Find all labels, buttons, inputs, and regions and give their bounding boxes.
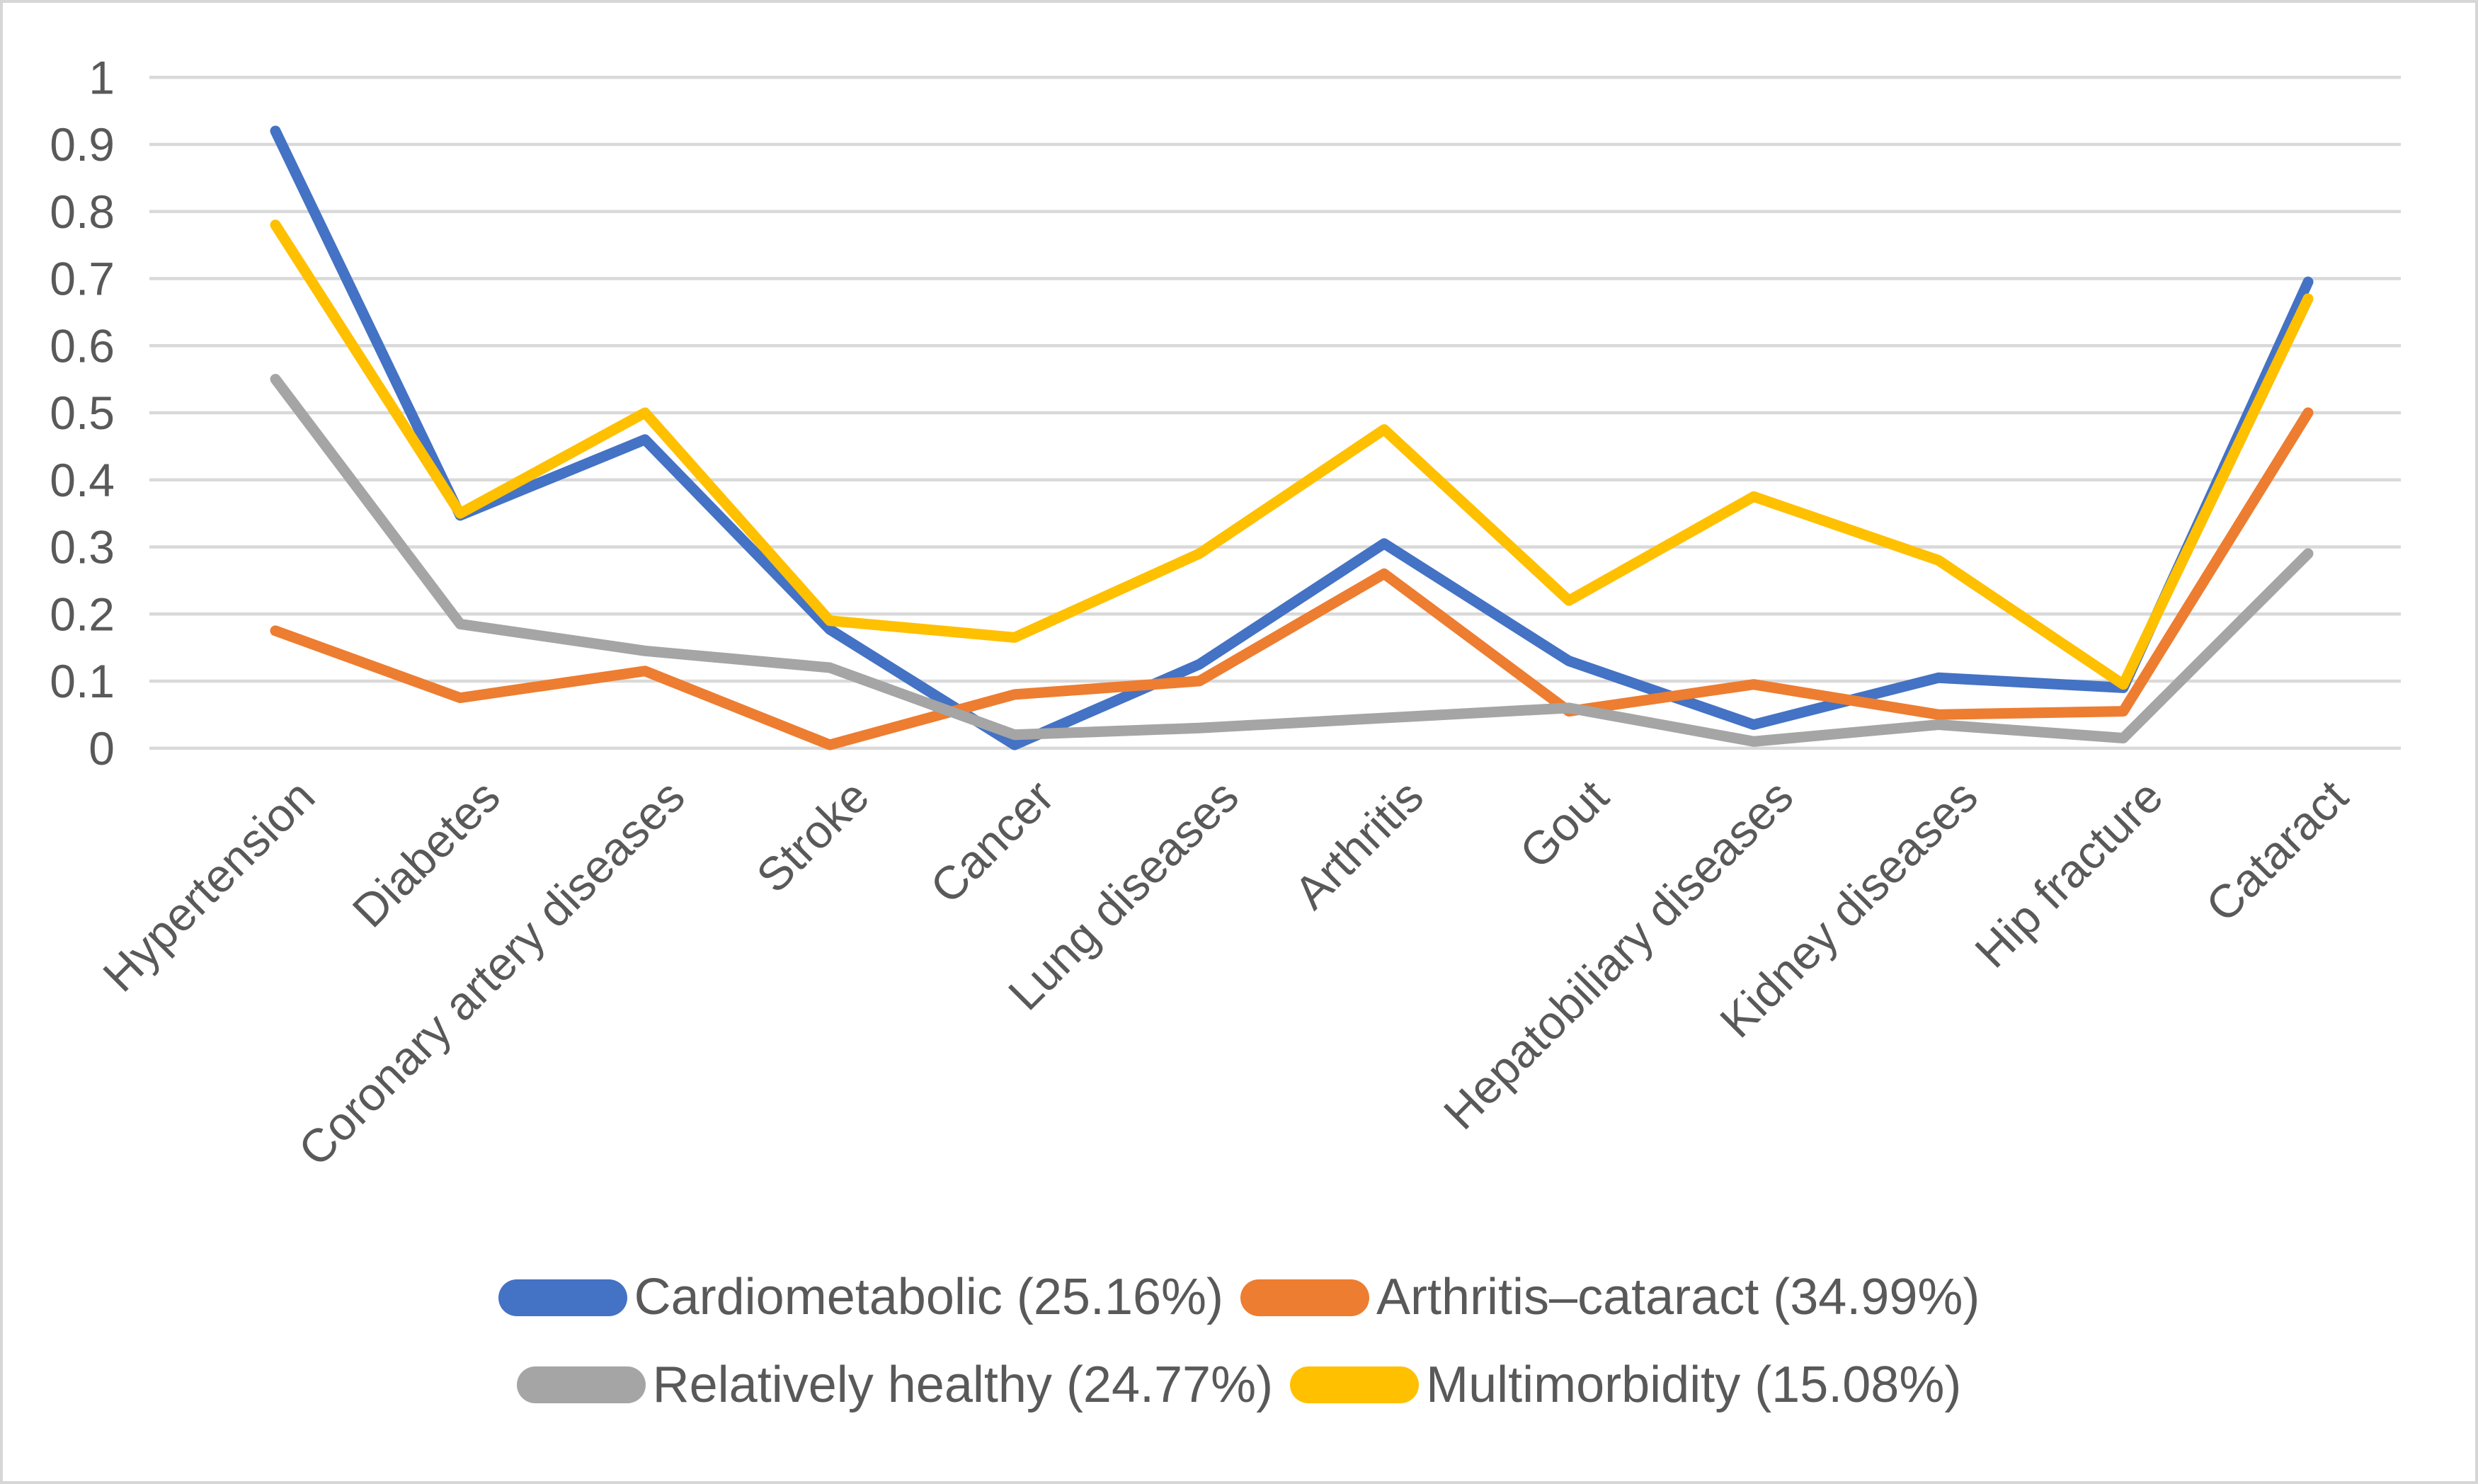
series-line-multimorbidity: [270, 219, 2314, 690]
legend-label-multimorbidity: Multimorbidity (15.08%): [1426, 1356, 1962, 1413]
y-axis-tick-label: 0: [88, 722, 115, 775]
y-axis-tick-label: 0.7: [50, 253, 115, 305]
y-axis-tick-label: 0.4: [50, 454, 115, 506]
legend-label-cardiometabolic: Cardiometabolic (25.16%): [634, 1269, 1224, 1325]
legend-row-2: Relatively healthy (24.77%) Multimorbidi…: [516, 1352, 1961, 1419]
legend-swatch-relatively-healthy: [516, 1366, 646, 1404]
legend-item-multimorbidity: Multimorbidity (15.08%): [1290, 1352, 1961, 1419]
y-axis-tick-label: 0.3: [50, 521, 115, 573]
y-axis-tick-label: 0.8: [50, 186, 115, 238]
plot-area: 0 0.1 0.2 0.3 0.4 0.5 0.6 0.7 0.8 0.9 1: [50, 51, 2401, 775]
y-axis-tick-label: 1: [88, 51, 115, 103]
legend-label-arthritis-cataract: Arthritis–cataract (34.99%): [1376, 1269, 1980, 1325]
legend-swatch-multimorbidity: [1290, 1366, 1420, 1404]
legend-item-cardiometabolic: Cardiometabolic (25.16%): [498, 1265, 1223, 1331]
legend-item-arthritis-cataract: Arthritis–cataract (34.99%): [1240, 1265, 1980, 1331]
legend-swatch-cardiometabolic: [498, 1279, 627, 1316]
y-axis-tick-label: 0.5: [50, 387, 115, 439]
legend-row-1: Cardiometabolic (25.16%) Arthritis–catar…: [498, 1265, 1980, 1331]
legend-swatch-arthritis-cataract: [1240, 1279, 1370, 1316]
y-axis-tick-label: 0.2: [50, 588, 115, 640]
series-line-relatively-healthy: [270, 374, 2314, 747]
y-axis-tick-label: 0.1: [50, 655, 115, 707]
legend-item-relatively-healthy: Relatively healthy (24.77%): [516, 1352, 1274, 1419]
series-line-cardiometabolic: [270, 125, 2314, 750]
y-axis-tick-label: 0.6: [50, 319, 115, 372]
legend: Cardiometabolic (25.16%) Arthritis–catar…: [3, 1265, 2475, 1418]
legend-label-relatively-healthy: Relatively healthy (24.77%): [652, 1356, 1274, 1413]
series-line-arthritis-cataract: [270, 407, 2314, 750]
y-axis-tick-label: 0.9: [50, 118, 115, 171]
